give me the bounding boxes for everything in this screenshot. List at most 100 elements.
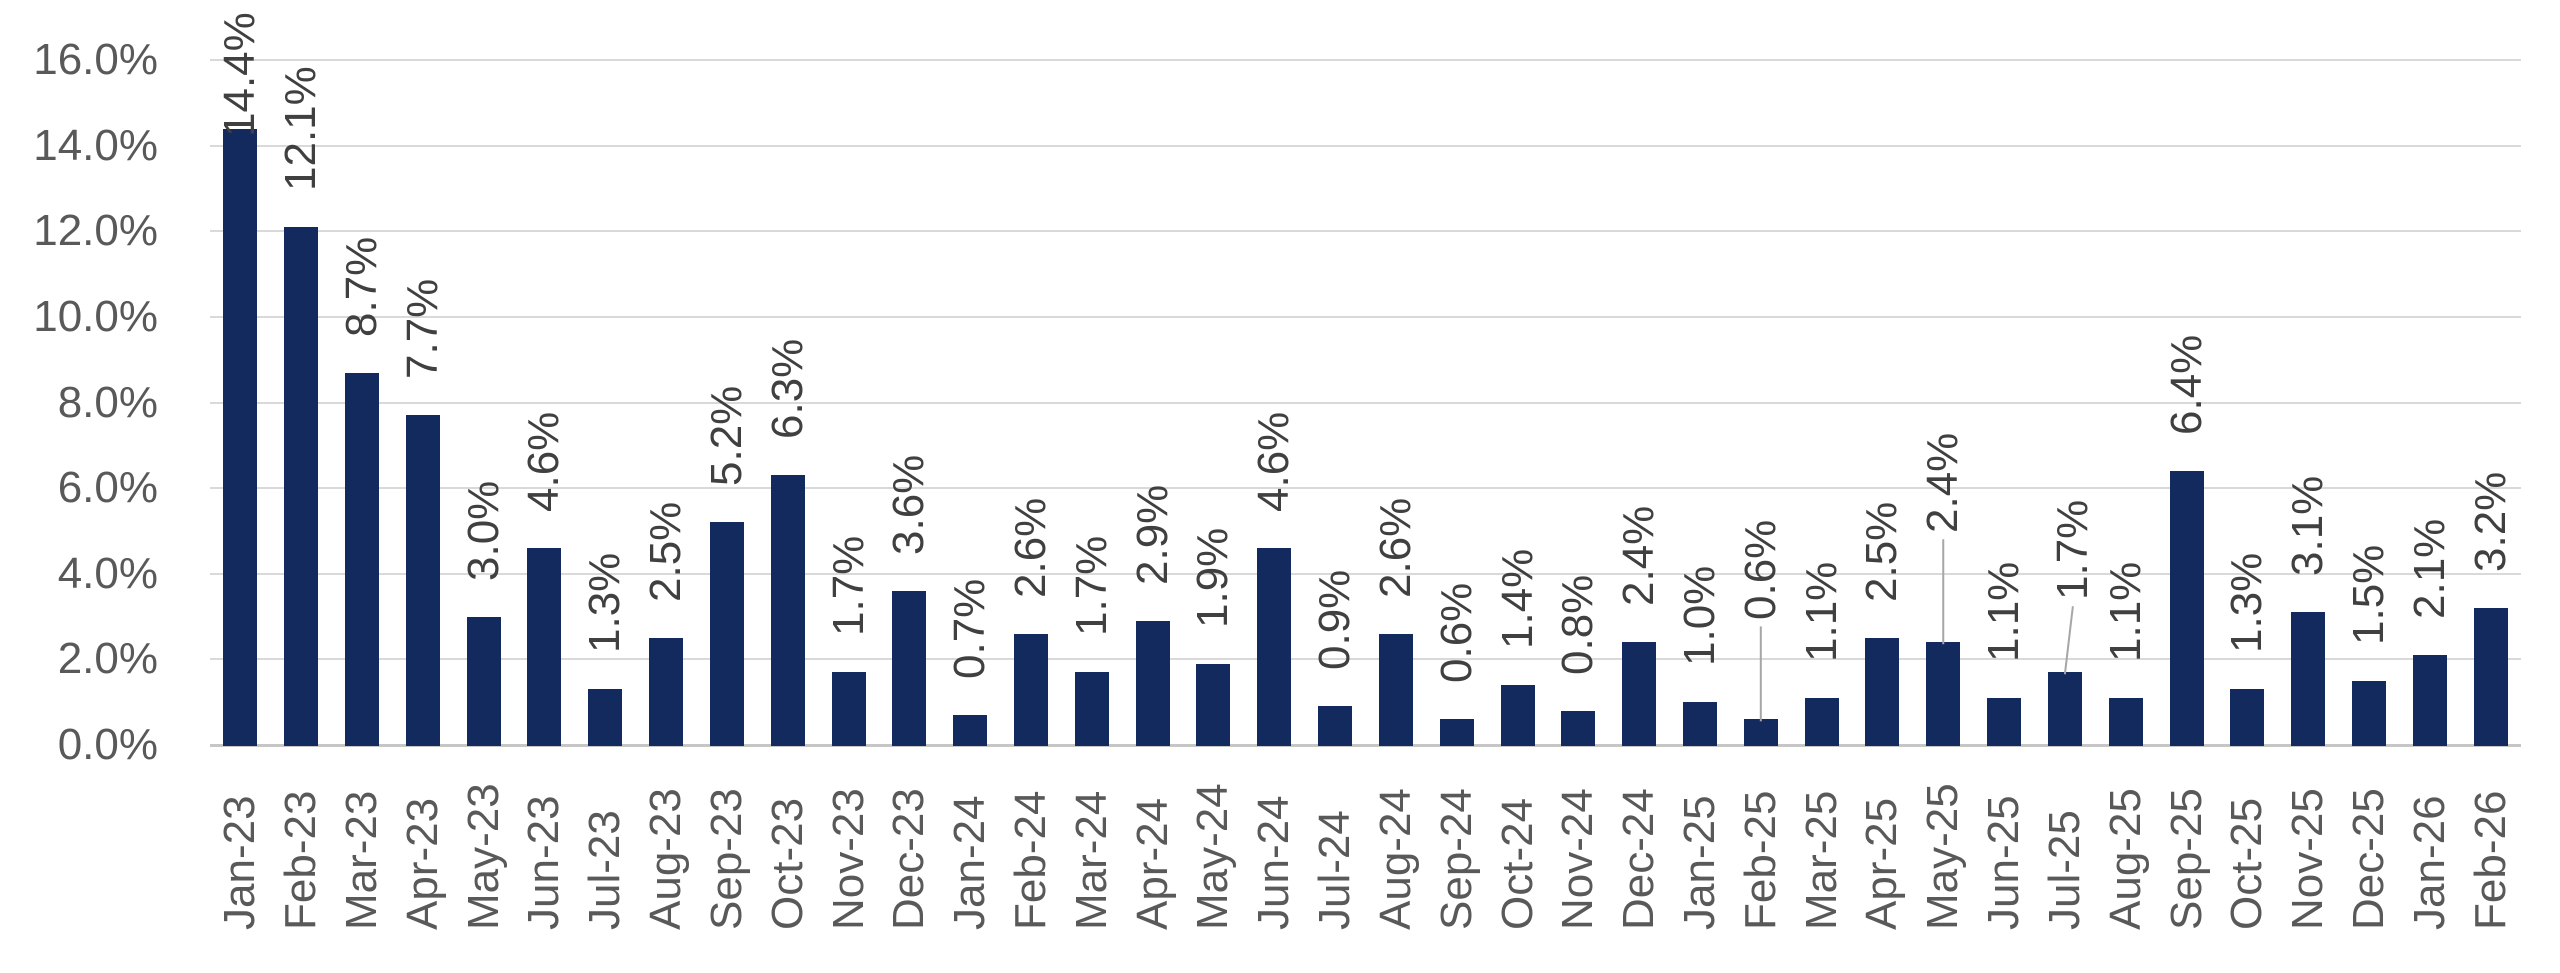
data-label: 4.6% xyxy=(519,411,569,513)
x-axis-tick-label: Sep-24 xyxy=(1431,788,1481,930)
gridline xyxy=(210,487,2521,490)
data-label: 0.6% xyxy=(1431,583,1481,684)
leader-line xyxy=(2063,606,2074,675)
x-axis-tick-label: Dec-23 xyxy=(884,788,934,930)
x-axis-tick-label: Jul-23 xyxy=(580,810,630,930)
x-axis-tick-label: Jan-24 xyxy=(945,795,995,930)
bar xyxy=(953,715,988,746)
bar xyxy=(1378,633,1413,746)
bar xyxy=(1743,719,1778,746)
bar xyxy=(709,522,744,746)
bar xyxy=(223,128,258,746)
data-label: 14.4% xyxy=(215,12,265,137)
data-label: 3.2% xyxy=(2465,471,2515,572)
data-label: 1.3% xyxy=(2222,553,2272,654)
data-label: 1.9% xyxy=(1188,527,1238,628)
x-axis-tick-label: Jul-25 xyxy=(2039,810,2089,930)
bar xyxy=(466,616,501,746)
x-axis-tick-label: Nov-25 xyxy=(2283,788,2333,930)
gridline xyxy=(210,59,2521,61)
gridline xyxy=(210,572,2521,575)
data-label: 1.1% xyxy=(1979,561,2029,662)
x-axis-tick-label: Mar-24 xyxy=(1066,790,1116,930)
data-label: 3.0% xyxy=(458,480,508,581)
data-label: 2.4% xyxy=(1918,432,1968,534)
bar xyxy=(2108,697,2143,746)
x-axis-tick-label: Oct-23 xyxy=(762,797,812,930)
gridline xyxy=(210,315,2521,318)
x-axis-tick-label: Mar-23 xyxy=(337,790,387,930)
x-axis-tick-label: Jan-26 xyxy=(2404,795,2454,930)
bar xyxy=(1622,642,1657,746)
data-label: 1.7% xyxy=(2047,499,2097,601)
data-label: 2.1% xyxy=(2404,518,2454,620)
y-axis-tick-label: 4.0% xyxy=(57,548,158,598)
x-axis-tick-label: Feb-25 xyxy=(1735,790,1785,930)
data-label: 2.5% xyxy=(641,501,691,602)
bar xyxy=(2291,612,2326,746)
data-label: 12.1% xyxy=(276,66,326,191)
x-axis-tick-label: Dec-24 xyxy=(1614,788,1664,930)
bar xyxy=(2473,608,2508,746)
bar xyxy=(1257,548,1292,746)
bar xyxy=(405,415,440,746)
bar xyxy=(345,372,380,746)
data-label: 1.1% xyxy=(2100,561,2150,662)
bar xyxy=(2169,471,2204,746)
data-label: 2.9% xyxy=(1127,484,1177,585)
y-axis-tick-label: 10.0% xyxy=(33,291,158,341)
data-label: 2.5% xyxy=(1857,501,1907,602)
x-axis-tick-label: Mar-25 xyxy=(1796,790,1846,930)
x-axis-tick-label: Sep-25 xyxy=(2161,788,2211,930)
x-axis-tick-label: May-23 xyxy=(458,783,508,930)
data-label: 5.2% xyxy=(701,386,751,487)
data-label: 0.8% xyxy=(1553,574,1603,675)
bar xyxy=(1804,697,1839,746)
bar xyxy=(831,672,866,746)
x-axis-tick-label: Jun-24 xyxy=(1249,795,1299,930)
bar xyxy=(649,637,684,746)
y-axis-tick-label: 16.0% xyxy=(33,35,158,84)
data-label: 1.1% xyxy=(1796,561,1846,662)
x-axis-tick-label: Apr-23 xyxy=(397,797,447,930)
y-axis-tick-label: 8.0% xyxy=(57,377,158,427)
data-label: 2.6% xyxy=(1006,497,1055,598)
data-label: 0.9% xyxy=(1310,570,1360,671)
x-axis-tick-label: May-25 xyxy=(1918,783,1968,930)
bar xyxy=(1926,642,1961,746)
x-axis-tick-label: Apr-24 xyxy=(1127,797,1177,930)
x-axis-tick-label: Feb-24 xyxy=(1006,790,1055,930)
gridline xyxy=(210,144,2521,147)
y-axis-tick-label: 6.0% xyxy=(57,463,158,513)
x-axis-tick-label: Oct-25 xyxy=(2222,797,2272,930)
bar xyxy=(2230,689,2265,746)
gridline xyxy=(210,230,2521,233)
bar xyxy=(2412,655,2447,746)
data-label: 1.7% xyxy=(1066,535,1116,637)
bar xyxy=(1987,697,2022,746)
data-label: 1.4% xyxy=(1492,548,1542,650)
x-axis-tick-label: Jan-23 xyxy=(215,795,265,930)
x-axis-tick-label: Dec-25 xyxy=(2343,788,2393,930)
bar xyxy=(1196,663,1231,746)
y-axis-tick-label: 0.0% xyxy=(57,720,158,769)
bar xyxy=(588,689,623,746)
data-label: 6.3% xyxy=(762,338,812,440)
bar xyxy=(527,548,562,746)
x-axis-tick-label: Feb-26 xyxy=(2465,790,2515,930)
x-axis-line xyxy=(210,744,2521,747)
x-axis-tick-label: Jun-23 xyxy=(519,795,569,930)
data-label: 0.7% xyxy=(945,578,995,680)
data-label: 1.5% xyxy=(2343,544,2393,645)
x-axis-tick-label: Apr-25 xyxy=(1857,797,1907,930)
bar xyxy=(1682,702,1717,746)
bar xyxy=(2351,680,2386,746)
bar xyxy=(1318,706,1353,746)
data-label: 1.3% xyxy=(580,553,630,654)
bar xyxy=(1074,672,1109,746)
bar xyxy=(1135,620,1170,746)
x-axis-tick-label: Nov-23 xyxy=(823,788,873,930)
x-axis-tick-label: Nov-24 xyxy=(1553,788,1603,930)
gridline xyxy=(210,658,2521,661)
